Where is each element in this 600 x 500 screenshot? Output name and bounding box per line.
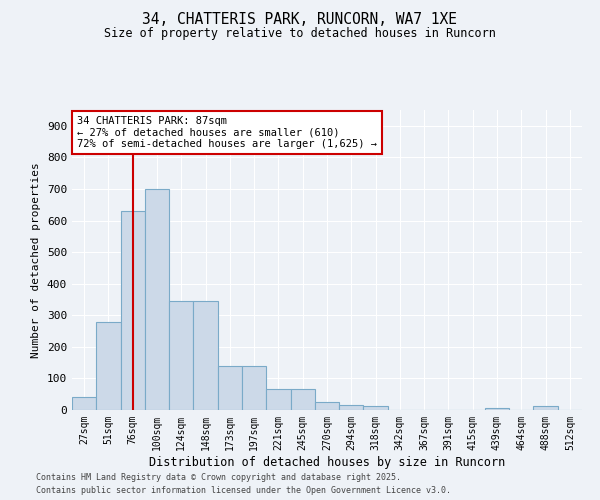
Y-axis label: Number of detached properties: Number of detached properties <box>31 162 41 358</box>
Bar <box>121 211 145 410</box>
Bar <box>266 390 290 410</box>
Bar <box>315 402 339 410</box>
Text: Size of property relative to detached houses in Runcorn: Size of property relative to detached ho… <box>104 28 496 40</box>
Bar <box>290 390 315 410</box>
Text: Contains public sector information licensed under the Open Government Licence v3: Contains public sector information licen… <box>36 486 451 495</box>
Bar <box>169 301 193 410</box>
Bar <box>218 366 242 410</box>
Bar <box>485 408 509 410</box>
Text: 34 CHATTERIS PARK: 87sqm
← 27% of detached houses are smaller (610)
72% of semi-: 34 CHATTERIS PARK: 87sqm ← 27% of detach… <box>77 116 377 149</box>
Bar <box>364 406 388 410</box>
Bar <box>145 189 169 410</box>
Text: 34, CHATTERIS PARK, RUNCORN, WA7 1XE: 34, CHATTERIS PARK, RUNCORN, WA7 1XE <box>143 12 458 28</box>
Bar <box>96 322 121 410</box>
X-axis label: Distribution of detached houses by size in Runcorn: Distribution of detached houses by size … <box>149 456 505 468</box>
Text: Contains HM Land Registry data © Crown copyright and database right 2025.: Contains HM Land Registry data © Crown c… <box>36 474 401 482</box>
Bar <box>339 406 364 410</box>
Bar <box>533 406 558 410</box>
Bar <box>193 301 218 410</box>
Bar <box>72 396 96 410</box>
Bar <box>242 366 266 410</box>
